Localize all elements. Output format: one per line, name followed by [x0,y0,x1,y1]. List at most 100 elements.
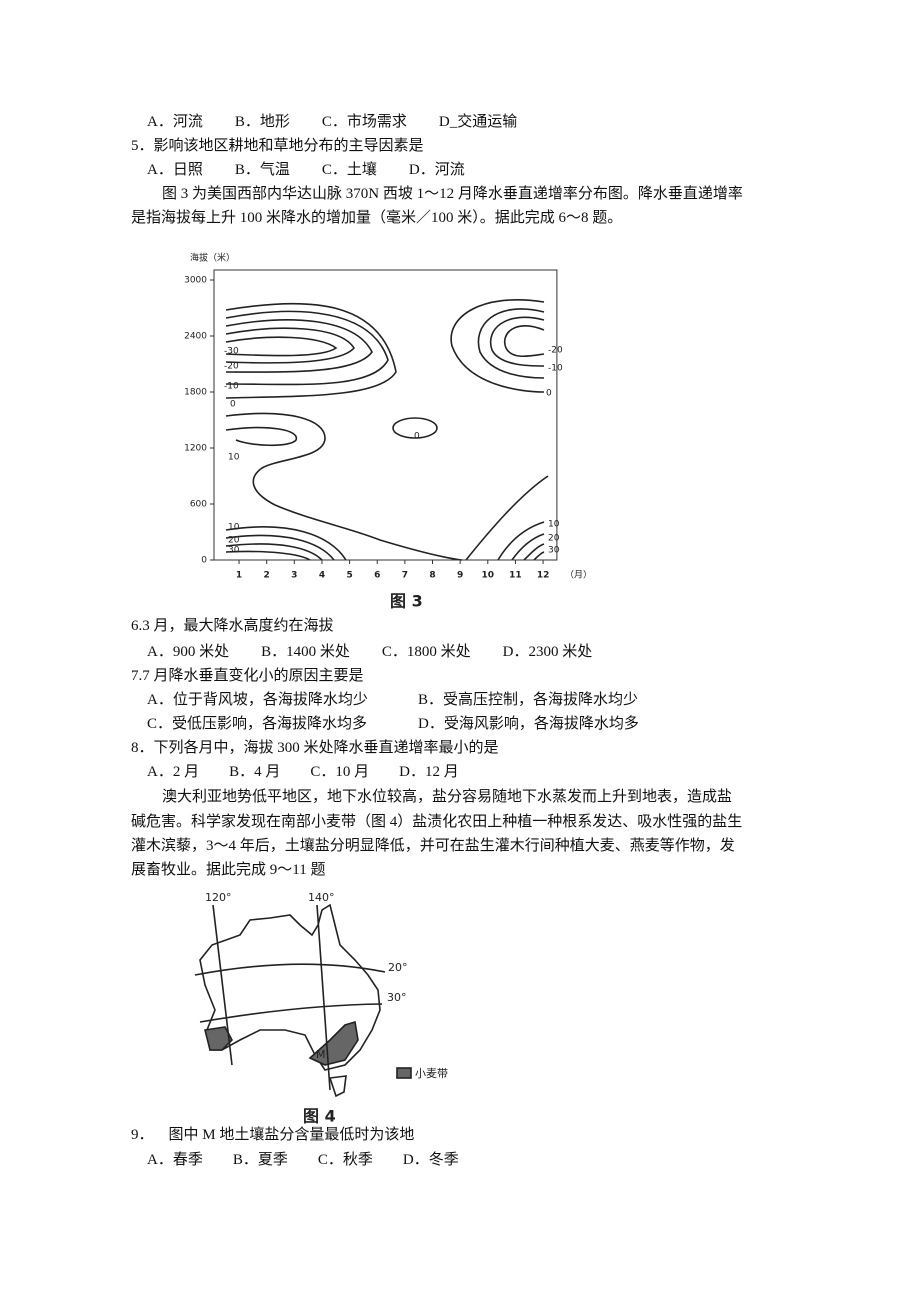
option: D．冬季 [402,1152,459,1168]
contour-label: 0 [414,432,420,442]
contour-line [477,308,545,379]
contour-line [511,533,545,561]
x-tick-label: 7 [402,571,408,581]
x-tick-label: 5 [346,571,352,581]
y-tick-label: 600 [190,500,207,510]
figure-caption: 图 4 [303,1107,336,1126]
contour-line [225,327,355,364]
x-tick-label: 1 [236,571,242,581]
meridian [212,904,233,1066]
contour-line [450,299,545,393]
option: A．位于背风坡，各海拔降水均少 [147,692,368,708]
y-tick-label: 0 [201,556,207,566]
y-tick-label: 1800 [184,388,207,398]
option: A．春季 [147,1152,203,1168]
contour-line [392,417,438,439]
parallel [199,1003,383,1023]
contour-label: -20 [548,346,563,356]
option: A．河流 [147,114,203,130]
contour-label: 20 [548,534,560,544]
map-label: 20° [388,961,408,974]
option: D．2300 米处 [502,644,593,660]
x-tick-label: 2 [264,571,270,581]
meridian [316,904,331,1091]
contour-line [225,319,373,373]
map-label: 30° [387,991,407,1004]
contour-line [225,412,463,561]
option: D．受海风影响，各海拔降水均多 [418,716,639,732]
plot-frame [213,269,558,561]
wheat-belt [204,1026,233,1051]
y-tick-label: 2400 [184,332,207,342]
option: B．受高压控制，各海拔降水均少 [418,692,639,708]
parallel [194,963,386,976]
contour-line [225,526,347,561]
option: D．12 月 [399,764,459,780]
contour-line [465,475,549,561]
contour-label: -20 [224,362,239,372]
contours [225,299,549,561]
option: B．气温 [234,162,290,178]
x-tick-label: 9 [457,571,463,581]
contour-line [225,336,338,357]
y-axis-label: 海拔（米） [190,252,235,264]
contour-line [489,316,545,367]
contour-line [523,543,545,561]
contour-label: 0 [546,389,552,399]
contour-label: -30 [224,347,239,357]
paragraph-line: 澳大利亚地势低平地区，地下水位较高，盐分容易随地下水蒸发而上升到地表，造成盐 [162,789,733,805]
option: C．土壤 [321,162,377,178]
contour-label: 30 [548,546,560,556]
x-tick-label: 12 [537,571,550,581]
option: C．秋季 [317,1152,373,1168]
map-label: 小麦带 [415,1067,448,1080]
map-label: 140° [308,891,335,904]
option: A．900 米处 [147,644,230,660]
contour-label: 20 [228,536,240,546]
contour-label: 30 [228,546,240,556]
x-tick-label: 11 [509,571,522,581]
contour-line [225,534,335,561]
y-tick-label: 3000 [184,276,207,286]
option: D．河流 [408,162,465,178]
contour-label: 0 [230,400,236,410]
contour-label: 10 [548,520,560,530]
x-tick-label: 10 [482,571,495,581]
question-stem: 8．下列各月中，海拔 300 米处降水垂直递增率最小的是 [131,740,499,756]
map-label: 120° [205,891,232,904]
question-stem: 6.3 月，最大降水高度约在海拔 [131,618,334,634]
x-unit: （月） [565,570,592,581]
option: B．1400 米处 [261,644,350,660]
contour-line [225,543,323,561]
option: C．10 月 [310,764,370,780]
y-tick-label: 1200 [184,444,207,454]
option: C．受低压影响，各海拔降水均多 [147,716,368,732]
question-stem: 7.7 月降水垂直变化小的原因主要是 [131,668,364,684]
option: B．4 月 [229,764,281,780]
contour-line [497,521,545,561]
tasmania [328,1075,347,1098]
contour-line [225,550,311,561]
option: B．夏季 [232,1152,288,1168]
contour-line [225,426,297,447]
contour-line [533,551,545,561]
paragraph-line: 灌木滨藜，3～4 年后，土壤盐分明显降低，并可在盐生灌木行间种植大麦、燕麦等作物… [131,838,735,854]
contour-line [503,325,545,358]
map-label: M [316,1048,326,1061]
option: A．2 月 [147,764,200,780]
contour-line [225,310,389,386]
paragraph-line: 是指海拔每上升 100 米降水的增加量（毫米／100 米）。据此完成 6～8 题… [131,210,623,226]
x-tick-label: 3 [291,571,297,581]
legend-swatch [396,1067,412,1079]
contour-line [225,302,397,399]
question-stem: 5．影响该地区耕地和草地分布的主导因素是 [131,138,424,154]
x-tick-label: 6 [374,571,380,581]
figure-caption: 图 3 [390,592,423,611]
option: B．地形 [234,114,290,130]
contour-label: -10 [224,382,239,392]
option: C．1800 米处 [381,644,471,660]
contour-label: -10 [548,364,563,374]
question-stem: 9． 图中 M 地土壤盐分含量最低时为该地 [131,1127,415,1143]
paragraph-line: 碱危害。科学家发现在南部小麦带（图 4）盐渍化农田上种植一种根系发达、吸水性强的… [131,814,743,830]
